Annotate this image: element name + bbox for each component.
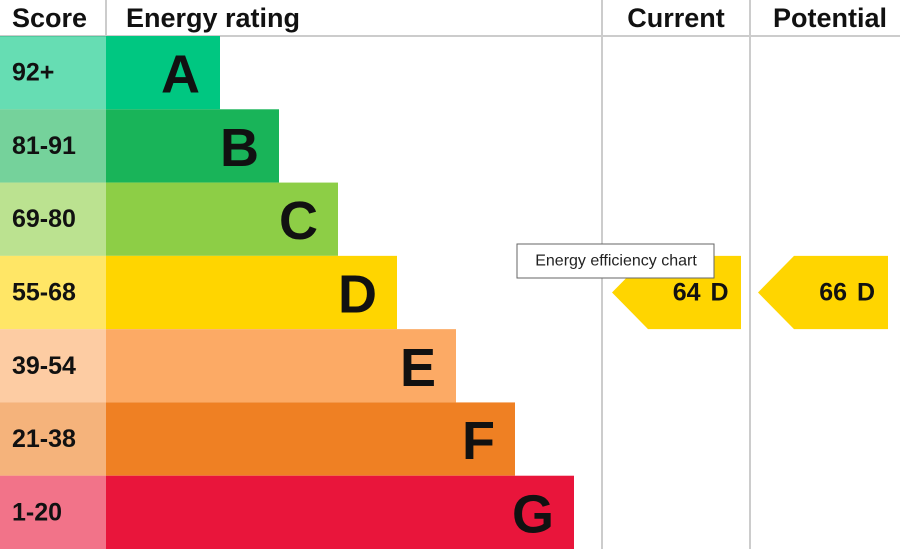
score-cell [0,182,106,256]
band-score: 1-20 [12,498,62,526]
band-letter: C [279,191,318,251]
band-bar [106,182,338,256]
potential-arrow [758,255,888,330]
tooltip-text: Energy efficiency chart [535,253,697,270]
band-bar [106,329,456,403]
score-cell [0,402,106,476]
score-cell [0,475,106,549]
band-letter: D [338,265,377,325]
band-score: 92+ [12,59,54,87]
band-letter: F [462,411,495,471]
band-letter: G [512,484,554,544]
band-score: 81-91 [12,132,76,160]
current-header: Current [627,3,725,33]
current-value: 64 [673,279,701,307]
band-letter: A [161,45,200,105]
tooltip-box [516,243,715,279]
band-bar [106,402,515,476]
bands: 92+ A 81-91 B 69-80 C 55-68 D 39-54 E 21-38 F 1-20 G 6… [0,36,888,549]
rating-header: Energy rating [126,3,300,33]
band-score: 21-38 [12,425,76,453]
score-header: Score [12,3,87,33]
band-letter: E [400,338,436,398]
band-letter: B [220,118,259,178]
band-score: 55-68 [12,279,76,307]
potential-letter: D [857,279,875,307]
band-score: 69-80 [12,205,76,233]
score-cell [0,329,106,403]
potential-value: 66 [819,279,847,307]
potential-header: Potential [773,3,887,33]
band-score: 39-54 [12,352,76,380]
band-bar [106,36,220,110]
score-cell [0,255,106,330]
score-cell [0,109,106,183]
band-bar [106,475,574,549]
band-bar [106,109,279,183]
score-cell [0,36,106,110]
current-letter: D [711,279,729,307]
tooltip: Energy efficiency chart [516,243,715,279]
band-bar [106,255,397,330]
